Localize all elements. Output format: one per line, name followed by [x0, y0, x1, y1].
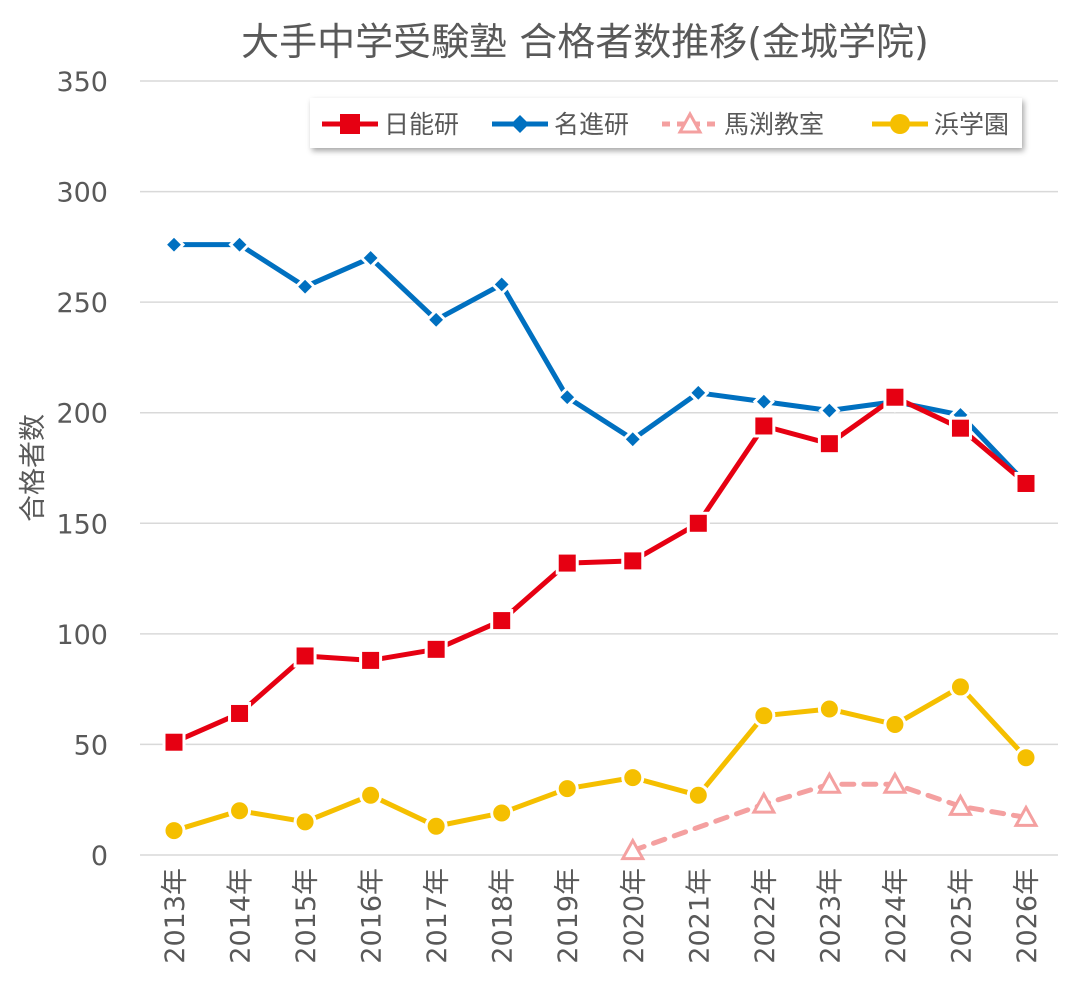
y-tick-label: 200	[56, 399, 108, 430]
y-axis-label: 合格者数	[18, 414, 49, 522]
data-point	[490, 273, 513, 296]
data-point	[687, 381, 710, 404]
data-point	[818, 399, 841, 422]
legend-marker	[677, 110, 703, 134]
x-tick-label: 2018年	[488, 868, 519, 964]
data-point	[751, 791, 777, 814]
data-point	[162, 819, 186, 843]
data-point	[1014, 471, 1038, 495]
x-tick-label: 2013年	[160, 868, 191, 964]
x-tick-label: 2024年	[881, 868, 912, 964]
data-point	[686, 783, 710, 807]
data-point	[425, 308, 448, 331]
data-point	[228, 701, 252, 725]
x-tick-label: 2021年	[684, 868, 715, 964]
data-point	[228, 799, 252, 823]
y-tick-label: 150	[56, 509, 108, 540]
y-tick-label: 300	[56, 178, 108, 209]
data-point	[948, 416, 972, 440]
x-tick-label: 2016年	[357, 868, 388, 964]
series-layer	[162, 233, 1039, 861]
y-tick-label: 100	[56, 620, 108, 651]
legend-marker	[340, 114, 360, 134]
data-point	[555, 777, 579, 801]
gridlines	[140, 80, 1058, 856]
legend-marker	[890, 114, 910, 134]
legend: 日能研 名進研 馬渕教室 浜学園	[310, 98, 1022, 148]
x-tick-label: 2026年	[1012, 868, 1043, 964]
x-tick-label: 2019年	[553, 868, 584, 964]
data-point	[228, 233, 251, 256]
x-tick-label: 2017年	[422, 868, 453, 964]
data-point	[555, 551, 579, 575]
chart-title: 大手中学受験塾 合格者数推移(金城学院)	[241, 20, 929, 64]
data-point	[1014, 746, 1038, 770]
data-point	[293, 810, 317, 834]
data-point	[686, 511, 710, 535]
data-point	[1013, 804, 1039, 827]
data-point	[817, 432, 841, 456]
x-tick-label: 2020年	[619, 868, 650, 964]
series-line	[171, 684, 1029, 834]
data-point	[556, 386, 579, 409]
series-3	[162, 675, 1038, 843]
data-point	[752, 390, 775, 413]
x-tick-label: 2022年	[750, 868, 781, 964]
y-tick-label: 0	[91, 841, 108, 872]
data-point	[424, 814, 448, 838]
data-point	[883, 385, 907, 409]
y-tick-label: 50	[74, 730, 108, 761]
data-point	[162, 233, 186, 256]
data-point	[817, 697, 841, 721]
data-point	[490, 801, 514, 825]
legend-item-1: 名進研	[492, 110, 629, 139]
series-2	[620, 771, 1039, 861]
legend-item-0: 日能研	[322, 110, 459, 139]
data-point	[621, 766, 645, 790]
series-1	[162, 233, 1038, 495]
x-tick-label: 2023年	[815, 868, 846, 964]
x-tick-label: 2015年	[291, 868, 322, 964]
legend-item-2: 馬渕教室	[662, 110, 824, 139]
data-point	[621, 549, 645, 573]
y-axis-ticks: 0 50 100 150 200 250 300 350	[56, 67, 108, 872]
data-point	[883, 713, 907, 737]
data-point	[620, 837, 646, 861]
x-axis-ticks: 2013年 2014年 2015年 2016年 2017年 2018年 2019年 2020年…	[160, 868, 1043, 964]
x-tick-label: 2014年	[226, 868, 257, 964]
data-point	[359, 783, 383, 807]
data-point	[816, 771, 842, 794]
data-point	[752, 704, 776, 728]
data-point	[162, 730, 186, 754]
series-line	[171, 394, 1029, 745]
legend-label: 浜学園	[934, 110, 1009, 139]
data-point	[882, 771, 908, 794]
series-0	[162, 385, 1038, 754]
legend-label: 日能研	[384, 110, 459, 139]
data-point	[293, 644, 317, 668]
legend-label: 名進研	[554, 110, 629, 139]
series-line	[630, 781, 1029, 854]
y-tick-label: 250	[56, 288, 108, 319]
data-point	[359, 246, 382, 270]
data-point	[359, 648, 383, 672]
data-point	[621, 428, 644, 451]
legend-item-3: 浜学園	[872, 110, 1009, 139]
data-point	[490, 609, 514, 633]
x-tick-label: 2025年	[946, 868, 977, 964]
data-point	[947, 793, 974, 816]
data-point	[948, 675, 972, 699]
legend-label: 馬渕教室	[724, 110, 824, 139]
data-point	[293, 275, 317, 298]
data-point	[752, 414, 776, 438]
legend-marker	[511, 115, 529, 133]
data-point	[424, 637, 448, 661]
y-tick-label: 350	[56, 67, 108, 98]
